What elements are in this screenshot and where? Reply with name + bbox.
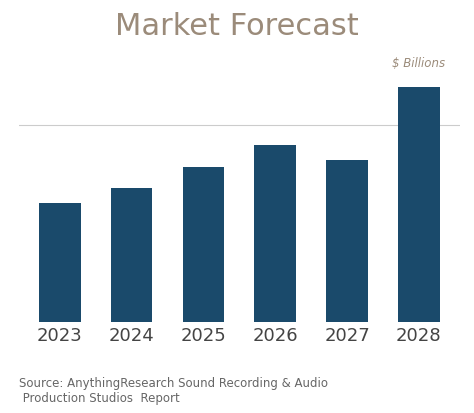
Bar xyxy=(255,145,296,322)
Bar xyxy=(111,188,153,322)
Text: Source: AnythingResearch Sound Recording & Audio
 Production Studios  Report: Source: AnythingResearch Sound Recording… xyxy=(19,377,328,405)
Text: $ Billions: $ Billions xyxy=(392,57,446,71)
Bar xyxy=(398,87,440,322)
Text: Market Forecast: Market Forecast xyxy=(115,12,359,41)
Bar xyxy=(326,160,368,322)
Bar xyxy=(39,203,81,322)
Bar xyxy=(182,167,224,322)
